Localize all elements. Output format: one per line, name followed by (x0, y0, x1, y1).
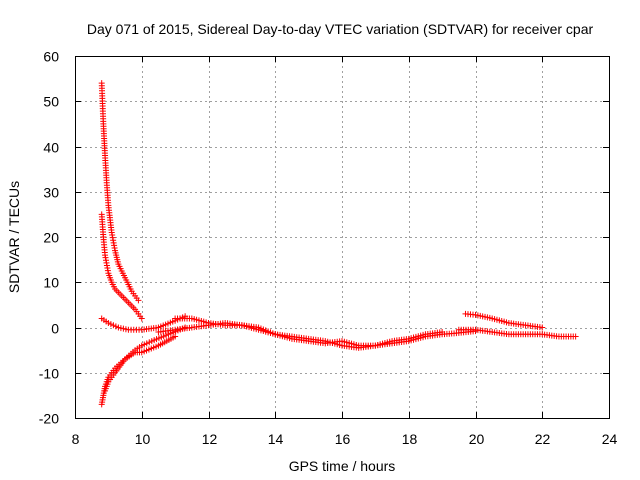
grid (75, 56, 610, 419)
y-tick-label: 60 (43, 49, 59, 65)
series-1 (98, 211, 145, 322)
x-tick-label: 14 (268, 431, 284, 447)
x-tick-label: 16 (335, 431, 351, 447)
x-tick-label: 22 (535, 431, 551, 447)
data-point (120, 325, 127, 332)
series-8 (455, 326, 579, 340)
axis-ticks (75, 56, 610, 419)
x-axis-label: GPS time / hours (289, 458, 396, 474)
data-point (172, 333, 179, 340)
y-tick-label: 50 (43, 94, 59, 110)
x-tick-label: 8 (72, 431, 80, 447)
y-axis-label: SDTVAR / TECUs (6, 181, 22, 293)
data-point (107, 321, 114, 328)
series-4 (102, 324, 189, 394)
data-series (98, 80, 579, 408)
data-point (141, 341, 148, 348)
data-point (115, 324, 122, 331)
data-point (572, 333, 579, 340)
y-tick-label: -20 (39, 411, 59, 427)
y-tick-label: -10 (39, 366, 59, 382)
series-7 (462, 310, 546, 331)
chart-title: Day 071 of 2015, Sidereal Day-to-day VTE… (87, 21, 594, 37)
x-tick-label: 24 (602, 431, 618, 447)
y-tick-label: 10 (43, 275, 59, 291)
data-point (138, 342, 145, 349)
x-tick-label: 10 (135, 431, 151, 447)
data-point (143, 340, 150, 347)
data-point (146, 339, 153, 346)
data-point (117, 325, 124, 332)
data-point (105, 319, 112, 326)
data-point (135, 297, 142, 304)
data-point (112, 323, 119, 330)
y-tick-labels: -20 -10 0 10 20 30 40 50 60 (39, 49, 59, 427)
data-point (110, 322, 117, 329)
series-3 (98, 333, 179, 408)
y-tick-label: 0 (51, 321, 59, 337)
y-tick-label: 20 (43, 230, 59, 246)
series-0 (98, 80, 142, 304)
x-tick-label: 12 (202, 431, 218, 447)
data-point (122, 326, 129, 333)
y-tick-label: 40 (43, 140, 59, 156)
data-point (439, 329, 446, 336)
x-tick-labels: 8 10 12 14 16 18 20 22 24 (72, 431, 618, 447)
x-tick-label: 20 (469, 431, 485, 447)
x-tick-label: 18 (402, 431, 418, 447)
data-point (539, 324, 546, 331)
data-point (138, 315, 145, 322)
series-6 (155, 319, 446, 349)
y-tick-label: 30 (43, 185, 59, 201)
